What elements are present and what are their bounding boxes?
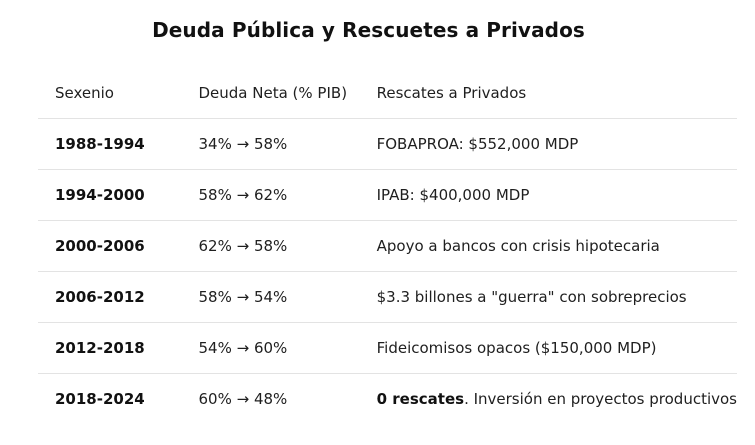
cell-deuda: 60% → 48% bbox=[198, 390, 288, 408]
cell-deuda: 58% → 62% bbox=[181, 169, 360, 221]
table-row: 1994-2000 58% → 62% IPAB: $400,000 MDP bbox=[38, 169, 737, 221]
rescate-text: Apoyo a bancos con crisis hipotecaria bbox=[376, 237, 660, 255]
rescate-text: $3.3 billones a "guerra" con sobreprecio… bbox=[376, 288, 687, 306]
cell-rescate: IPAB: $400,000 MDP bbox=[359, 169, 737, 221]
cell-deuda: 58% → 54% bbox=[181, 271, 360, 323]
cell-sexenio: 2018-2024 bbox=[55, 390, 145, 408]
debt-rescue-table: Sexenio Deuda Neta (% PIB) Rescates a Pr… bbox=[38, 68, 737, 424]
table-row: 2012-2018 54% → 60% Fideicomisos opacos … bbox=[38, 322, 737, 374]
cell-deuda: 34% → 58% bbox=[181, 118, 360, 170]
cell-sexenio: 2000-2006 bbox=[38, 220, 182, 272]
cell-sexenio: 2012-2018 bbox=[38, 322, 182, 374]
cell-sexenio: 1988-1994 bbox=[38, 118, 182, 170]
rescate-text: Fideicomisos opacos ($150,000 MDP) bbox=[376, 339, 657, 357]
cell-sexenio: 1994-2000 bbox=[38, 169, 182, 221]
cell-deuda: 54% → 60% bbox=[181, 322, 360, 374]
rescate-bold-text: 0 rescates bbox=[376, 390, 465, 408]
table-row: 2006-2012 58% → 54% $3.3 billones a "gue… bbox=[38, 271, 737, 323]
rescate-text: . Inversión en proyectos productivos bbox=[464, 390, 737, 408]
table-header-row: Sexenio Deuda Neta (% PIB) Rescates a Pr… bbox=[38, 68, 737, 119]
rescate-text: FOBAPROA: $552,000 MDP bbox=[376, 135, 579, 153]
cell-rescate: Apoyo a bancos con crisis hipotecaria bbox=[359, 220, 737, 272]
cell-rescate: $3.3 billones a "guerra" con sobreprecio… bbox=[359, 271, 737, 323]
table-row: 2000-2006 62% → 58% Apoyo a bancos con c… bbox=[38, 220, 737, 272]
page-title: Deuda Pública y Rescuetes a Privados bbox=[152, 18, 585, 42]
table-row: 1988-1994 34% → 58% FOBAPROA: $552,000 M… bbox=[38, 118, 737, 170]
cell-rescate: 0 rescates. Inversión en proyectos produ… bbox=[360, 374, 737, 425]
header-rescates: Rescates a Privados bbox=[359, 68, 737, 119]
header-deuda-neta: Deuda Neta (% PIB) bbox=[181, 68, 360, 119]
table-row: 2018-2024 60% → 48% 0 rescates. Inversió… bbox=[38, 374, 737, 425]
cell-deuda: 62% → 58% bbox=[181, 220, 360, 272]
cell-rescate: FOBAPROA: $552,000 MDP bbox=[359, 118, 737, 170]
cell-sexenio: 2006-2012 bbox=[38, 271, 182, 323]
header-sexenio: Sexenio bbox=[38, 68, 182, 119]
rescate-text: IPAB: $400,000 MDP bbox=[376, 186, 530, 204]
cell-rescate: Fideicomisos opacos ($150,000 MDP) bbox=[359, 322, 737, 374]
